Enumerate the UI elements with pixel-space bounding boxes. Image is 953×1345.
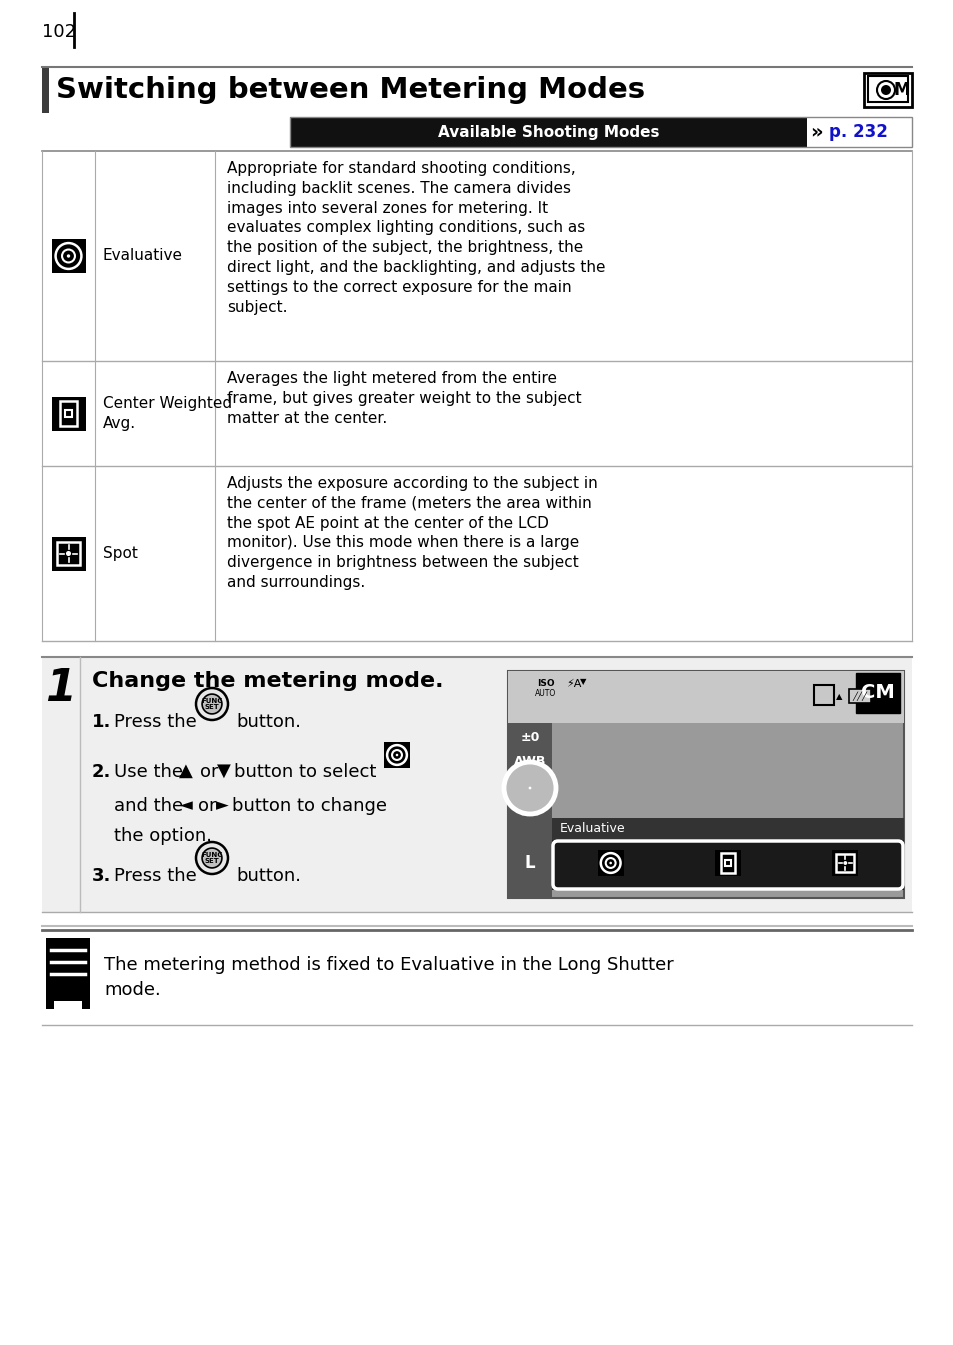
Text: Off: Off bbox=[521, 779, 537, 790]
Text: ▼: ▼ bbox=[579, 677, 586, 686]
Circle shape bbox=[842, 861, 846, 865]
Circle shape bbox=[195, 689, 228, 720]
Bar bbox=[51, 537, 86, 570]
Text: SET: SET bbox=[204, 858, 219, 863]
Text: M: M bbox=[893, 81, 909, 100]
Text: CM: CM bbox=[861, 683, 894, 702]
Text: ▼: ▼ bbox=[217, 763, 231, 780]
Text: button to select: button to select bbox=[233, 763, 376, 781]
Bar bbox=[521, 808, 537, 816]
Bar bbox=[42, 656, 911, 912]
Text: ◄: ◄ bbox=[179, 796, 193, 814]
Bar bbox=[384, 742, 410, 768]
Text: Spot: Spot bbox=[103, 546, 138, 561]
Bar bbox=[720, 853, 734, 873]
Bar bbox=[51, 397, 86, 430]
Circle shape bbox=[609, 862, 611, 865]
Bar bbox=[597, 850, 623, 876]
Text: 3.: 3. bbox=[91, 868, 112, 885]
Text: or: or bbox=[198, 798, 216, 815]
Bar bbox=[507, 724, 552, 898]
Text: AUTO: AUTO bbox=[535, 689, 556, 698]
Circle shape bbox=[66, 551, 71, 555]
Bar bbox=[848, 689, 870, 703]
Text: the option.: the option. bbox=[113, 827, 212, 845]
Text: AWB: AWB bbox=[514, 755, 546, 768]
Circle shape bbox=[202, 849, 222, 868]
Bar bbox=[46, 937, 90, 1009]
Text: Evaluative: Evaluative bbox=[103, 249, 183, 264]
Circle shape bbox=[202, 694, 222, 714]
Circle shape bbox=[880, 85, 890, 95]
Bar bbox=[54, 1001, 82, 1009]
Bar bbox=[552, 841, 903, 890]
Text: Adjusts the exposure according to the subject in
the center of the frame (meters: Adjusts the exposure according to the su… bbox=[227, 476, 598, 590]
Text: L: L bbox=[524, 854, 535, 872]
Text: The metering method is fixed to Evaluative in the Long Shutter
mode.: The metering method is fixed to Evaluati… bbox=[104, 956, 673, 999]
Circle shape bbox=[876, 81, 894, 100]
Circle shape bbox=[195, 842, 228, 874]
Text: 1.: 1. bbox=[91, 713, 112, 730]
Bar bbox=[552, 818, 903, 841]
Text: Avg.: Avg. bbox=[103, 416, 136, 430]
Bar bbox=[42, 67, 49, 113]
Bar bbox=[863, 73, 911, 108]
Text: Press the: Press the bbox=[113, 713, 196, 730]
Bar bbox=[51, 239, 86, 273]
Text: p. 232: p. 232 bbox=[828, 122, 887, 141]
Circle shape bbox=[395, 753, 398, 756]
Bar bbox=[290, 117, 911, 147]
Text: button.: button. bbox=[235, 713, 301, 730]
Bar bbox=[290, 117, 806, 147]
Text: 2.: 2. bbox=[91, 763, 112, 781]
Text: ╱╱╱: ╱╱╱ bbox=[852, 691, 866, 701]
Text: ISO: ISO bbox=[537, 679, 555, 689]
Text: button to change: button to change bbox=[232, 798, 387, 815]
Text: Center Weighted: Center Weighted bbox=[103, 395, 232, 412]
Text: ±0: ±0 bbox=[519, 730, 539, 744]
Bar bbox=[56, 542, 80, 565]
Text: button.: button. bbox=[235, 868, 301, 885]
Bar bbox=[831, 850, 858, 876]
Circle shape bbox=[67, 254, 71, 258]
Bar bbox=[59, 401, 77, 426]
Text: Averages the light metered from the entire
frame, but gives greater weight to th: Averages the light metered from the enti… bbox=[227, 371, 581, 425]
Text: SET: SET bbox=[204, 703, 219, 710]
Text: ⚡A: ⚡A bbox=[565, 679, 580, 689]
Text: FUNC: FUNC bbox=[201, 851, 222, 858]
Bar bbox=[855, 672, 899, 713]
Text: 1: 1 bbox=[46, 667, 76, 710]
Text: Available Shooting Modes: Available Shooting Modes bbox=[437, 125, 659, 140]
Text: FUNC: FUNC bbox=[201, 698, 222, 703]
Text: and the: and the bbox=[113, 798, 183, 815]
Text: 102: 102 bbox=[42, 23, 76, 40]
Bar bbox=[806, 117, 911, 147]
Text: ►: ► bbox=[215, 796, 228, 814]
Text: ▲: ▲ bbox=[179, 763, 193, 780]
Text: »: » bbox=[809, 122, 821, 141]
Circle shape bbox=[503, 763, 556, 814]
Bar bbox=[714, 850, 740, 876]
Bar bbox=[516, 773, 543, 802]
Text: Evaluative: Evaluative bbox=[559, 823, 625, 835]
Bar bbox=[867, 77, 907, 102]
Text: or: or bbox=[200, 763, 218, 781]
Bar bbox=[724, 861, 730, 866]
Circle shape bbox=[528, 787, 531, 790]
Text: ▲: ▲ bbox=[835, 693, 841, 702]
Bar bbox=[65, 410, 72, 417]
Text: Change the metering mode.: Change the metering mode. bbox=[91, 671, 443, 691]
Bar bbox=[507, 671, 903, 724]
Bar bbox=[836, 854, 854, 872]
Bar bbox=[813, 685, 833, 705]
Text: Appropriate for standard shooting conditions,
including backlit scenes. The came: Appropriate for standard shooting condit… bbox=[227, 161, 605, 315]
Text: Press the: Press the bbox=[113, 868, 196, 885]
Bar bbox=[507, 671, 903, 898]
Polygon shape bbox=[54, 1009, 82, 1015]
Text: Use the: Use the bbox=[113, 763, 183, 781]
Text: Switching between Metering Modes: Switching between Metering Modes bbox=[56, 77, 644, 104]
